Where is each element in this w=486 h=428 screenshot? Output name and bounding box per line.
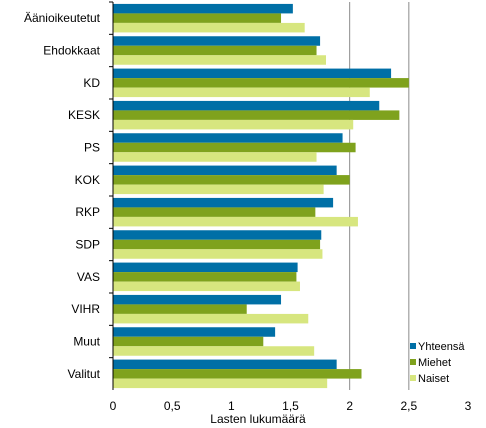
bar: [113, 369, 362, 379]
bar: [113, 142, 356, 153]
bar: [113, 68, 392, 79]
bar: [113, 3, 293, 14]
bar: [113, 78, 409, 88]
bar: [113, 133, 343, 143]
category-label: VIHR: [71, 302, 100, 316]
bar: [113, 184, 324, 195]
category-label: KESK: [68, 108, 100, 122]
x-tick-label: 0: [110, 399, 117, 413]
category-label: Muut: [73, 335, 100, 349]
bar: [113, 119, 354, 130]
legend-swatch: [410, 375, 416, 381]
x-tick-label: 3: [465, 399, 472, 413]
bar: [113, 346, 315, 356]
bar: [113, 165, 337, 176]
bar: [113, 175, 350, 185]
legend-swatch: [410, 343, 416, 349]
bar: [113, 327, 276, 337]
bar: [113, 262, 298, 273]
bar: [113, 239, 321, 250]
x-tick-label: 2,5: [400, 399, 417, 413]
bar: [113, 207, 316, 217]
bar: [113, 230, 322, 240]
bar: [113, 45, 317, 56]
category-label: RKP: [75, 205, 100, 219]
bar: [113, 87, 370, 98]
bar: [113, 378, 328, 389]
legend-label: Miehet: [418, 357, 451, 369]
x-tick-label: 2: [346, 399, 353, 413]
x-axis-title: Lasten lukumäärä: [210, 412, 306, 426]
bar: [113, 359, 337, 370]
bar: [113, 13, 282, 23]
bar: [113, 110, 400, 120]
bar: [113, 294, 282, 305]
legend: Yhteensä Miehet Naiset: [410, 341, 465, 385]
bars: [113, 3, 409, 389]
bar: [113, 100, 380, 111]
bar: [113, 313, 309, 324]
bar: [113, 152, 317, 162]
bar: [113, 197, 334, 208]
x-tick-label: 1,5: [282, 399, 299, 413]
category-label: SDP: [75, 238, 100, 252]
category-label: PS: [84, 141, 100, 155]
bar: [113, 22, 305, 33]
legend-label: Naiset: [418, 373, 449, 385]
category-label: VAS: [77, 270, 100, 284]
category-label: Ehdokkaat: [43, 44, 100, 58]
category-labels: Äänioikeutetut Ehdokkaat KD KESK PS KOK RKP SDP…: [24, 1, 113, 381]
x-tick-label: 0,5: [164, 399, 181, 413]
bar: [113, 272, 297, 282]
legend-label: Yhteensä: [418, 341, 465, 353]
x-axis-ticks: 0 0,5 1 1,5 2 2,5 3: [110, 399, 472, 413]
gridlines: [349, 2, 410, 390]
bar: [113, 304, 247, 314]
bar: [113, 281, 300, 292]
category-label: Äänioikeutetut: [24, 11, 101, 25]
category-label: KOK: [75, 173, 100, 187]
bar: [113, 336, 264, 347]
bar: [113, 216, 358, 227]
bar: [113, 36, 321, 46]
category-label: KD: [83, 76, 100, 90]
category-label: Valitut: [68, 367, 101, 381]
x-tick-label: 1: [228, 399, 235, 413]
bar: [113, 249, 323, 259]
legend-swatch: [410, 359, 416, 365]
bar: [113, 55, 326, 65]
